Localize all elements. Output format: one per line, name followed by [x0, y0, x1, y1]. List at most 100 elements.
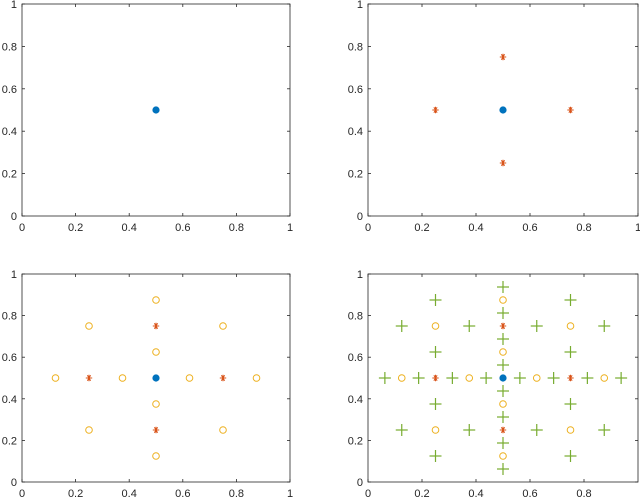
- data-point-circle: [499, 348, 507, 356]
- data-point-plus: [564, 346, 577, 358]
- data-point-asterisk: [499, 159, 507, 167]
- x-tick-label: 0.8: [229, 222, 244, 234]
- data-point-plus: [497, 307, 509, 319]
- data-point-dot: [499, 106, 507, 114]
- data-point-plus: [429, 450, 442, 462]
- x-tick-label: 0.6: [175, 222, 190, 234]
- data-point-plus: [429, 294, 442, 306]
- x-tick-label: 1: [287, 488, 293, 500]
- data-point-circle: [219, 426, 227, 434]
- data-point-plus: [497, 463, 509, 475]
- x-tick-label: 0.6: [522, 222, 537, 234]
- x-tick-label: 0.2: [414, 488, 429, 500]
- data-point-asterisk: [432, 374, 439, 382]
- x-tick-label: 0.4: [122, 222, 137, 234]
- y-tick-label: 0.2: [348, 435, 363, 447]
- data-point-plus: [564, 398, 577, 410]
- y-tick-label: 0: [357, 211, 363, 223]
- x-tick-label: 0: [19, 222, 25, 234]
- y-tick-label: 0: [11, 211, 17, 223]
- data-point-plus: [581, 372, 594, 384]
- y-tick-label: 0.2: [348, 169, 363, 181]
- data-point-circle: [85, 322, 93, 330]
- y-tick-label: 1: [11, 269, 17, 281]
- y-tick-label: 0.8: [2, 311, 17, 323]
- x-tick-label: 0.2: [68, 488, 83, 500]
- x-tick-label: 0: [365, 222, 371, 234]
- data-point-asterisk: [85, 374, 93, 382]
- data-point-asterisk: [152, 322, 160, 330]
- data-point-plus: [497, 411, 509, 423]
- data-point-plus: [564, 450, 577, 462]
- data-point-circle: [431, 322, 440, 330]
- data-point-circle: [465, 374, 474, 382]
- data-point-circle: [152, 296, 160, 304]
- y-tick-label: 1: [357, 269, 363, 281]
- data-point-dot: [499, 374, 507, 382]
- data-point-plus: [615, 372, 628, 384]
- data-point-dot: [152, 374, 160, 382]
- data-point-circle: [532, 374, 541, 382]
- y-tick-label: 0.4: [348, 126, 363, 138]
- y-tick-label: 0.4: [2, 126, 17, 138]
- data-point-plus: [513, 372, 526, 384]
- data-point-circle: [152, 400, 160, 408]
- data-point-circle: [600, 374, 609, 382]
- x-tick-label: 0: [19, 488, 25, 500]
- x-tick-label: 0.2: [68, 222, 83, 234]
- data-point-plus: [547, 372, 560, 384]
- y-tick-label: 1: [357, 0, 363, 11]
- data-point-plus: [378, 372, 391, 384]
- y-tick-label: 0.4: [348, 394, 363, 406]
- data-point-circle: [152, 348, 160, 356]
- y-tick-label: 0.8: [2, 41, 17, 53]
- data-point-plus: [395, 320, 408, 332]
- data-point-circle: [185, 374, 194, 382]
- x-tick-label: 0.2: [414, 222, 429, 234]
- x-tick-label: 0.8: [229, 488, 244, 500]
- data-point-plus: [446, 372, 459, 384]
- data-point-plus: [480, 372, 493, 384]
- data-point-plus: [429, 346, 442, 358]
- y-tick-label: 0.6: [2, 352, 17, 364]
- data-point-circle: [566, 426, 575, 434]
- x-tick-label: 0: [365, 488, 371, 500]
- x-tick-label: 0.4: [122, 488, 137, 500]
- y-tick-label: 0: [357, 477, 363, 489]
- subplot-top-left: 0 0.2 0.4 0.6 0.8 1 0 0.2 0.4 0.6 0.8 1: [2, 0, 293, 234]
- data-point-plus: [598, 424, 611, 436]
- x-tick-label: 0.6: [522, 488, 537, 500]
- x-tick-label: 0.6: [175, 488, 190, 500]
- data-point-plus: [497, 333, 509, 345]
- data-point-circle: [85, 426, 93, 434]
- data-point-plus: [497, 281, 509, 293]
- subplot-top-right: 0 0.2 0.4 0.6 0.8 1 0 0.2 0.4 0.6 0.8 1: [348, 0, 640, 234]
- x-tick-label: 0.4: [468, 488, 483, 500]
- data-point-plus: [463, 424, 476, 436]
- data-point-plus: [497, 359, 509, 371]
- x-tick-label: 0.4: [468, 222, 483, 234]
- data-point-circle: [219, 322, 227, 330]
- data-point-asterisk: [499, 426, 507, 434]
- x-tick-label: 0.8: [576, 488, 591, 500]
- data-point-plus: [564, 294, 577, 306]
- data-point-plus: [429, 398, 442, 410]
- data-point-circle: [499, 296, 507, 304]
- data-point-plus: [530, 424, 543, 436]
- y-tick-label: 1: [11, 0, 17, 11]
- data-point-circle: [397, 374, 406, 382]
- data-point-plus: [412, 372, 425, 384]
- subplot-bottom-left: 0 0.2 0.4 0.6 0.8 1 0 0.2 0.4 0.6 0.8 1: [2, 269, 293, 500]
- data-point-plus: [497, 385, 509, 397]
- data-point-plus: [497, 437, 509, 449]
- y-tick-label: 0: [11, 477, 17, 489]
- data-point-plus: [395, 424, 408, 436]
- y-tick-label: 0.4: [2, 394, 17, 406]
- data-point-circle: [499, 400, 507, 408]
- data-point-asterisk: [152, 426, 160, 434]
- y-tick-label: 0.8: [348, 311, 363, 323]
- data-point-circle: [499, 452, 507, 460]
- data-point-circle: [252, 374, 261, 382]
- data-point-asterisk: [219, 374, 227, 382]
